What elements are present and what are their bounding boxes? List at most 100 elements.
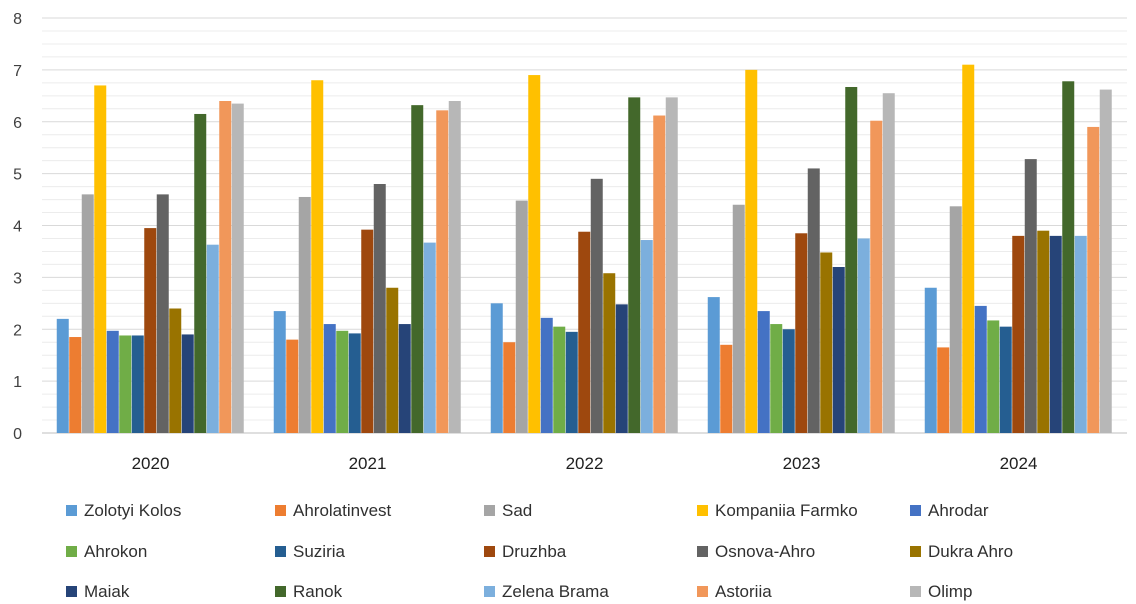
legend-label: Ranok [293, 582, 343, 601]
bar-druzhba-2021 [361, 229, 374, 433]
legend-label: Ahrodar [928, 501, 989, 520]
bar-dukra-ahro-2021 [386, 287, 399, 433]
bar-ahrolatinvest-2020 [69, 337, 82, 433]
bar-ahrodar-2021 [323, 324, 336, 433]
bar-ranok-2020 [194, 113, 207, 433]
bar-astoriia-2022 [653, 115, 666, 434]
bar-ranok-2024 [1062, 81, 1075, 433]
bar-olimp-2021 [448, 101, 461, 433]
legend-label: Sad [502, 501, 532, 520]
legend-label: Zolotyi Kolos [84, 501, 181, 520]
bar-suziria-2022 [565, 331, 578, 433]
y-tick-label: 8 [13, 11, 22, 28]
bar-suziria-2023 [782, 329, 795, 433]
bar-astoriia-2020 [219, 101, 232, 433]
bar-suziria-2024 [999, 326, 1012, 433]
bar-dukra-ahro-2022 [603, 273, 616, 433]
legend-swatch [484, 546, 495, 557]
bar-zelena-brama-2020 [206, 244, 219, 433]
legend-label: Suziria [293, 542, 346, 561]
bar-ahrokon-2023 [770, 324, 783, 433]
y-tick-label: 4 [13, 219, 22, 236]
bar-olimp-2022 [665, 97, 678, 434]
legend-swatch [484, 505, 495, 516]
legend-label: Astoriia [715, 582, 772, 601]
bar-ahrolatinvest-2024 [937, 347, 950, 433]
bar-ahrokon-2022 [553, 326, 566, 433]
bar-dukra-ahro-2024 [1037, 230, 1050, 433]
bar-sad-2020 [81, 194, 94, 433]
legend-swatch [66, 586, 77, 597]
legend-swatch [697, 546, 708, 557]
legend-label: Maiak [84, 582, 130, 601]
bar-olimp-2024 [1099, 89, 1112, 434]
x-tick-label: 2022 [566, 454, 604, 473]
bar-ahrolatinvest-2023 [720, 344, 733, 433]
bar-dukra-ahro-2023 [820, 252, 833, 433]
x-tick-label: 2024 [1000, 454, 1038, 473]
legend-swatch [697, 586, 708, 597]
bar-ahrolatinvest-2022 [503, 342, 516, 433]
legend-label: Kompaniia Farmko [715, 501, 858, 520]
bar-zelena-brama-2022 [640, 240, 653, 433]
bar-ranok-2022 [628, 97, 641, 434]
bar-ahrodar-2024 [974, 305, 987, 433]
bar-druzhba-2023 [795, 233, 808, 433]
y-tick-label: 6 [13, 115, 22, 132]
y-tick-label: 3 [13, 270, 22, 287]
bar-suziria-2021 [348, 333, 361, 433]
bar-kompaniia-farmko-2020 [94, 85, 107, 433]
legend-label: Zelena Brama [502, 582, 609, 601]
bar-ranok-2021 [411, 105, 424, 434]
legend-swatch [275, 505, 286, 516]
legend-swatch [275, 546, 286, 557]
legend-swatch [66, 505, 77, 516]
bar-sad-2022 [515, 200, 528, 433]
bar-astoriia-2024 [1087, 126, 1100, 433]
y-tick-label: 1 [13, 374, 22, 391]
bar-osnova-ahro-2021 [373, 184, 386, 433]
bar-ahrodar-2020 [106, 330, 119, 433]
legend-swatch [697, 505, 708, 516]
bar-osnova-ahro-2023 [807, 168, 820, 433]
legend-label: Ahrokon [84, 542, 147, 561]
bar-druzhba-2022 [578, 231, 591, 433]
bar-ahrodar-2023 [757, 311, 770, 433]
x-tick-label: 2021 [349, 454, 387, 473]
x-tick-label: 2020 [132, 454, 170, 473]
legend-label: Ahrolatinvest [293, 501, 392, 520]
bar-maiak-2020 [181, 334, 194, 433]
bar-maiak-2023 [832, 267, 845, 433]
legend-label: Dukra Ahro [928, 542, 1013, 561]
bar-suziria-2020 [131, 335, 144, 433]
bar-druzhba-2024 [1012, 235, 1025, 433]
bar-zolotyi-kolos-2022 [490, 303, 503, 433]
bar-zolotyi-kolos-2021 [273, 311, 286, 433]
bar-sad-2021 [298, 196, 311, 433]
bar-kompaniia-farmko-2023 [745, 69, 758, 433]
y-tick-label: 0 [13, 426, 22, 443]
bar-ranok-2023 [845, 86, 858, 434]
bar-olimp-2020 [231, 103, 244, 433]
bar-zelena-brama-2023 [857, 238, 870, 433]
bar-kompaniia-farmko-2024 [962, 64, 975, 433]
legend-swatch [275, 586, 286, 597]
bar-ahrokon-2020 [119, 335, 132, 433]
legend-label: Osnova-Ahro [715, 542, 815, 561]
bar-zolotyi-kolos-2023 [707, 297, 720, 433]
bar-olimp-2023 [882, 93, 895, 433]
legend-swatch [484, 586, 495, 597]
bar-kompaniia-farmko-2021 [311, 80, 324, 433]
legend-swatch [910, 546, 921, 557]
bar-ahrokon-2024 [987, 320, 1000, 433]
x-tick-label: 2023 [783, 454, 821, 473]
bar-zolotyi-kolos-2020 [56, 318, 69, 433]
bar-dukra-ahro-2020 [169, 308, 182, 433]
y-tick-label: 2 [13, 322, 22, 339]
y-tick-label: 7 [13, 63, 22, 80]
bar-osnova-ahro-2024 [1024, 159, 1037, 433]
bar-zelena-brama-2024 [1074, 235, 1087, 433]
bar-osnova-ahro-2020 [156, 194, 169, 433]
bar-astoriia-2021 [436, 110, 449, 434]
bar-astoriia-2023 [870, 120, 883, 434]
